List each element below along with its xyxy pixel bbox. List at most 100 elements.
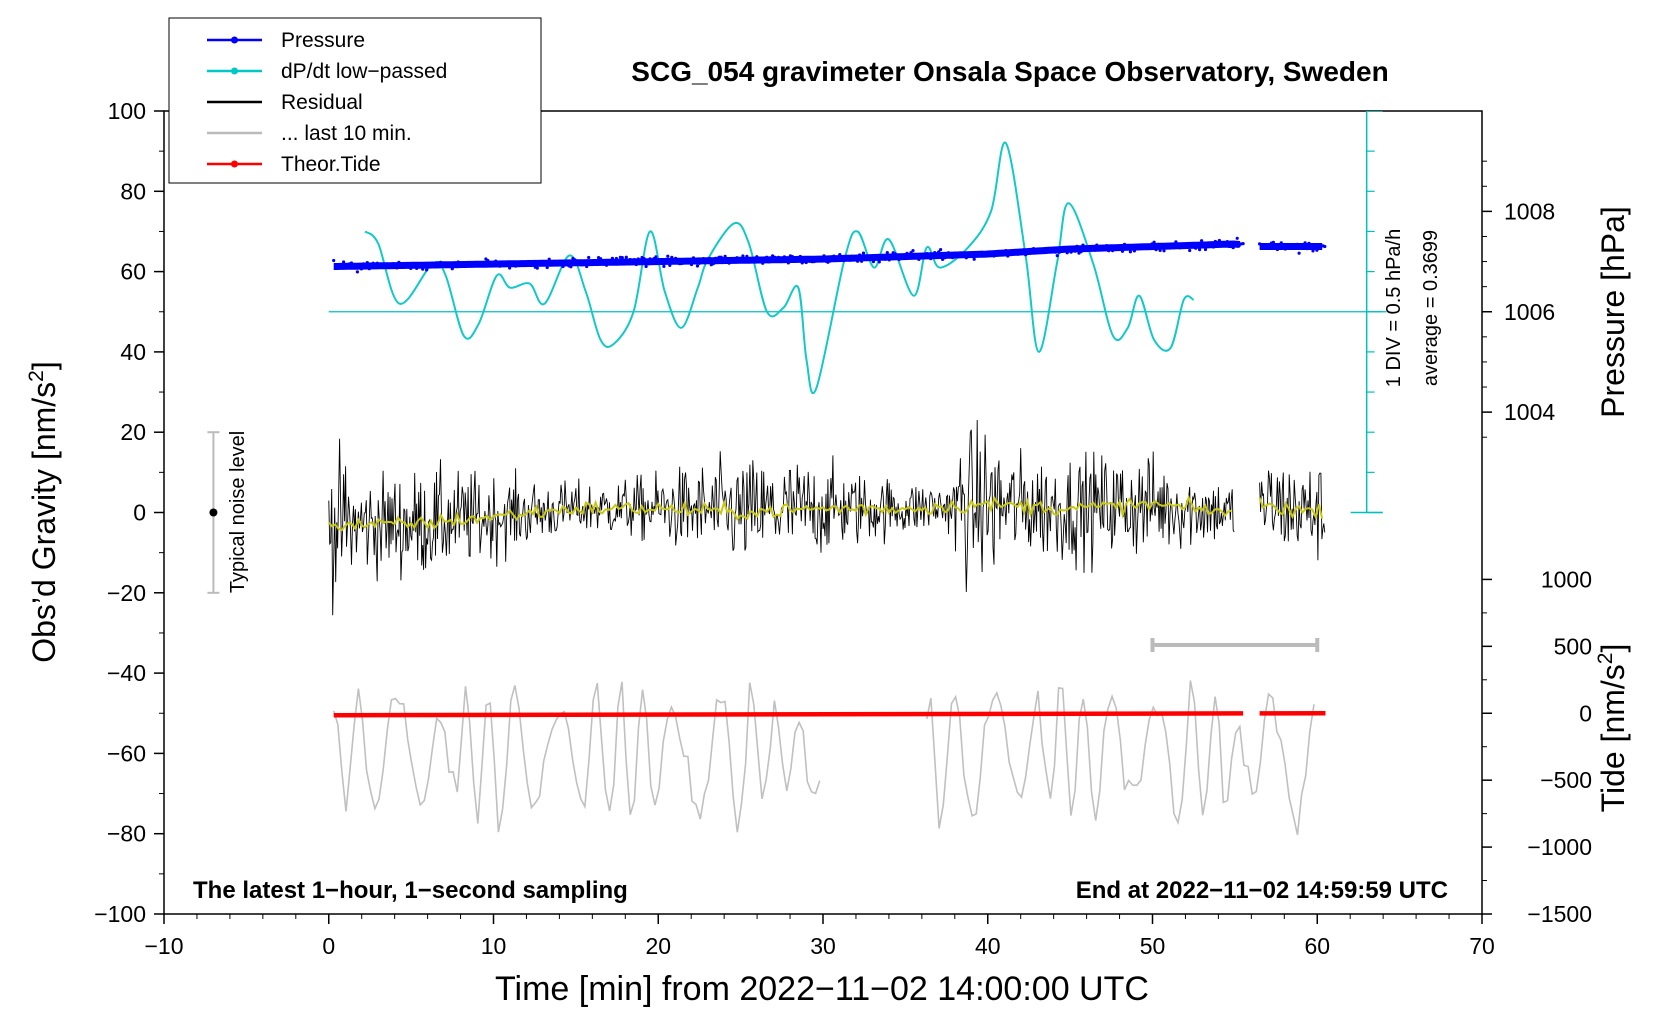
- pressure-point: [907, 254, 911, 258]
- pressure-point: [1073, 249, 1077, 253]
- pressure-point: [595, 262, 599, 266]
- pressure-point: [674, 256, 678, 260]
- pressure-point: [1006, 254, 1010, 258]
- pressure-point: [616, 260, 621, 264]
- pressure-point: [1057, 250, 1061, 254]
- y-tick-label: 20: [120, 419, 146, 445]
- pressure-point: [1035, 250, 1040, 254]
- pressure-point: [1065, 251, 1069, 255]
- y-tick-label: −100: [94, 901, 146, 927]
- pressure-point: [1089, 246, 1093, 250]
- pressure-point: [1128, 250, 1132, 254]
- pressure-point: [1281, 244, 1285, 248]
- pressure-point: [593, 260, 597, 264]
- y-tick-label: 40: [120, 339, 146, 365]
- pressure-point: [1178, 246, 1182, 250]
- noise-bar-center: [209, 508, 218, 517]
- pressure-point: [814, 256, 818, 260]
- pressure-point: [599, 257, 603, 261]
- axes-layer: −10 0 10 20 30 40 50 60 70100806040200−20−40−60−…: [94, 98, 1592, 959]
- pressure-point: [1217, 238, 1221, 243]
- pressure-point: [897, 257, 901, 262]
- pressure-point: [682, 258, 686, 262]
- pressure-point: [1211, 245, 1216, 249]
- pressure-point: [784, 256, 789, 260]
- pressure-point: [1028, 248, 1032, 252]
- pressure-point: [1172, 246, 1176, 250]
- pressure-point: [419, 263, 423, 267]
- pressure-point: [1154, 248, 1158, 252]
- x-tick-label: 10: [481, 933, 507, 959]
- pressure-point: [1205, 245, 1210, 249]
- pressure-point: [1004, 249, 1008, 253]
- pressure-point: [357, 264, 361, 268]
- legend-label: ... last 10 min.: [281, 122, 412, 145]
- pressure-point: [858, 253, 862, 257]
- pressure-point: [933, 251, 937, 255]
- pressure-point: [581, 263, 585, 267]
- pressure-point: [531, 261, 536, 265]
- pressure-point: [367, 267, 371, 271]
- pressure-point: [610, 256, 615, 260]
- pressure-point: [945, 255, 949, 259]
- pressure-point: [1014, 250, 1018, 254]
- pressure-point: [707, 256, 711, 260]
- pressure-point: [937, 250, 941, 254]
- pressure-point: [1095, 243, 1099, 247]
- pressure-point: [691, 256, 696, 260]
- pressure-point: [583, 259, 587, 263]
- residual-smoothed-2: [1258, 497, 1324, 520]
- pressure-point: [689, 262, 694, 267]
- pressure-point: [1213, 239, 1217, 244]
- pressure-point: [450, 267, 454, 271]
- pressure-point: [492, 261, 496, 265]
- pressure-point: [695, 264, 700, 268]
- pressure-point: [842, 259, 846, 263]
- x-tick-label: 40: [975, 933, 1001, 959]
- pressure-point: [1037, 248, 1042, 252]
- pressure-point: [836, 255, 840, 260]
- pressure-point: [421, 267, 425, 271]
- pressure-point: [917, 257, 921, 261]
- pressure-point: [559, 262, 563, 266]
- pressure-point: [939, 248, 943, 252]
- pressure-point: [693, 259, 698, 263]
- pressure-point: [1158, 248, 1162, 252]
- last-10min-trace-1: [332, 681, 821, 833]
- pressure-axis-title: Pressure [hPa]: [1595, 206, 1631, 418]
- pressure-point: [345, 265, 350, 269]
- last-10min-trace-2: [926, 680, 1315, 835]
- pressure-point: [1202, 242, 1206, 246]
- pressure-point: [856, 259, 860, 263]
- pressure-point: [1105, 244, 1109, 248]
- pressure-point: [875, 254, 880, 258]
- pressure-point: [958, 251, 963, 255]
- pressure-point: [612, 261, 617, 265]
- pressure-point: [573, 258, 577, 262]
- pressure-point: [1093, 248, 1097, 252]
- pressure-point: [1012, 252, 1016, 256]
- y-tick-label: −20: [107, 580, 146, 606]
- pressure-point: [332, 258, 336, 263]
- pressure-point: [1307, 241, 1311, 245]
- pressure-point: [504, 261, 508, 265]
- pressure-point: [436, 265, 441, 269]
- pressure-point: [741, 254, 745, 258]
- pressure-point: [909, 251, 913, 255]
- pressure-point: [1138, 246, 1142, 250]
- noise-level-label: Typical noise level: [227, 431, 249, 593]
- pressure-point: [1235, 236, 1239, 240]
- tide-tick-label: −1500: [1527, 901, 1592, 927]
- pressure-point: [375, 261, 379, 265]
- legend-label: Theor.Tide: [281, 153, 381, 176]
- pressure-point: [1233, 241, 1237, 245]
- pressure-point: [1258, 242, 1262, 246]
- pressure-point: [1160, 245, 1164, 249]
- pressure-point: [885, 251, 889, 255]
- pressure-point: [670, 255, 674, 259]
- y-tick-label: −80: [107, 821, 146, 847]
- pressure-point: [1194, 246, 1198, 250]
- pressure-point: [1215, 244, 1219, 248]
- pressure-point: [624, 255, 628, 259]
- pressure-point: [604, 263, 609, 267]
